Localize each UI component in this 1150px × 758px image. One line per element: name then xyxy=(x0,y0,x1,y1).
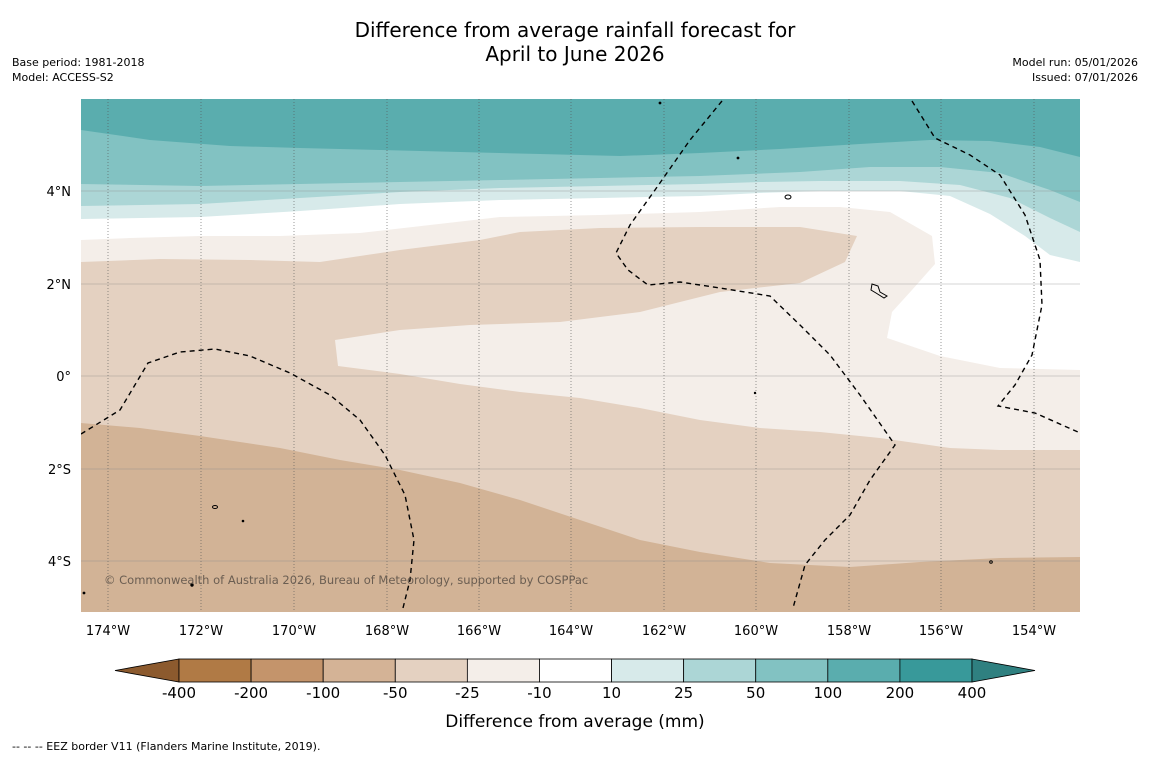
lon-label: 164°W xyxy=(549,624,593,639)
colorbar-tick-label: 400 xyxy=(958,684,987,702)
lat-label: 4°S xyxy=(48,555,71,570)
lon-label: 158°W xyxy=(827,624,871,639)
lon-label: 156°W xyxy=(919,624,963,639)
eez-borders xyxy=(81,100,1079,609)
lon-label: 168°W xyxy=(365,624,409,639)
colorbar-swatch xyxy=(394,658,468,683)
lon-label: 162°W xyxy=(642,624,686,639)
island-8 xyxy=(753,391,757,395)
island-10 xyxy=(82,591,86,595)
island-2 xyxy=(870,283,888,299)
island-3 xyxy=(212,505,218,509)
lon-label: 166°W xyxy=(457,624,501,639)
model-run: Model run: 05/01/2026 xyxy=(1012,56,1138,69)
lon-label: 154°W xyxy=(1012,624,1056,639)
island-7 xyxy=(736,156,740,160)
lon-label: 160°W xyxy=(734,624,778,639)
colorbar-swatch xyxy=(178,658,252,683)
lat-label: 2°N xyxy=(47,278,72,293)
colorbar-swatch xyxy=(539,658,612,683)
colorbar-tick-label: -200 xyxy=(234,684,268,702)
copyright-notice: © Commonwealth of Australia 2026, Bureau… xyxy=(104,573,588,587)
issued-date: Issued: 07/01/2026 xyxy=(1031,71,1138,84)
colorbar-tick-label: 200 xyxy=(886,684,915,702)
colorbar-label: Difference from average (mm) xyxy=(445,712,705,732)
colorbar-swatch xyxy=(466,658,540,683)
eez-legend-note: -- -- -- EEZ border V11 (Flanders Marine… xyxy=(12,740,321,753)
islands xyxy=(82,101,993,595)
colorbar-swatch xyxy=(250,658,324,683)
colorbar-tick-label: -400 xyxy=(162,684,196,702)
colorbar-extend-high xyxy=(971,658,1036,683)
lat-label: 2°S xyxy=(48,463,71,478)
island-1 xyxy=(784,194,792,200)
island-9 xyxy=(989,560,993,564)
colorbar-tick-label: 10 xyxy=(602,684,621,702)
colorbar-swatches xyxy=(114,658,1036,683)
colorbar-swatch xyxy=(683,658,757,683)
island-6 xyxy=(658,101,662,105)
colorbar-swatch xyxy=(322,658,396,683)
graticule-horizontal xyxy=(81,190,1080,562)
region-100-200 xyxy=(81,99,1080,157)
lat-label: 0° xyxy=(56,370,71,385)
colorbar-swatch xyxy=(899,658,973,683)
map-field xyxy=(81,99,1080,612)
lon-label: 170°W xyxy=(272,624,316,639)
colorbar-tick-label: 100 xyxy=(813,684,842,702)
title-line-2: April to June 2026 xyxy=(485,42,665,66)
colorbar-swatch xyxy=(755,658,829,683)
island-4 xyxy=(241,519,245,523)
lon-label: 174°W xyxy=(86,624,130,639)
eez-border-west xyxy=(81,348,415,609)
eez-border-east xyxy=(911,100,1079,433)
colorbar-extend-low xyxy=(114,658,180,683)
eez-border-central xyxy=(615,100,896,609)
model-info: Base period: 1981-2018 Model: ACCESS-S2 xyxy=(12,55,144,85)
lat-labels: 4°N 2°N 0° 2°S 4°S xyxy=(47,185,72,570)
colorbar-swatch xyxy=(611,658,685,683)
island-5 xyxy=(190,583,194,587)
lon-labels: 174°W 172°W 170°W 168°W 166°W 164°W 162°… xyxy=(86,624,1056,639)
colorbar-ticks: -400 -200 -100 -50 -25 -10 10 25 50 100 200 400 xyxy=(162,684,986,702)
lon-label: 172°W xyxy=(179,624,223,639)
colorbar: -400 -200 -100 -50 -25 -10 10 25 50 100 200 400 xyxy=(114,658,1036,702)
chart-title: Difference from average rainfall forecas… xyxy=(0,18,1150,66)
run-info: Model run: 05/01/2026 Issued: 07/01/2026 xyxy=(1012,55,1138,85)
lat-label: 4°N xyxy=(47,185,72,200)
colorbar-tick-label: 25 xyxy=(674,684,693,702)
colorbar-tick-label: 50 xyxy=(746,684,765,702)
title-line-1: Difference from average rainfall forecas… xyxy=(354,18,796,42)
colorbar-tick-label: -25 xyxy=(455,684,480,702)
colorbar-tick-label: -10 xyxy=(527,684,552,702)
model-name: Model: ACCESS-S2 xyxy=(12,71,114,84)
colorbar-swatch xyxy=(827,658,901,683)
base-period: Base period: 1981-2018 xyxy=(12,56,145,69)
colorbar-tick-label: -100 xyxy=(306,684,340,702)
colorbar-tick-label: -50 xyxy=(383,684,408,702)
